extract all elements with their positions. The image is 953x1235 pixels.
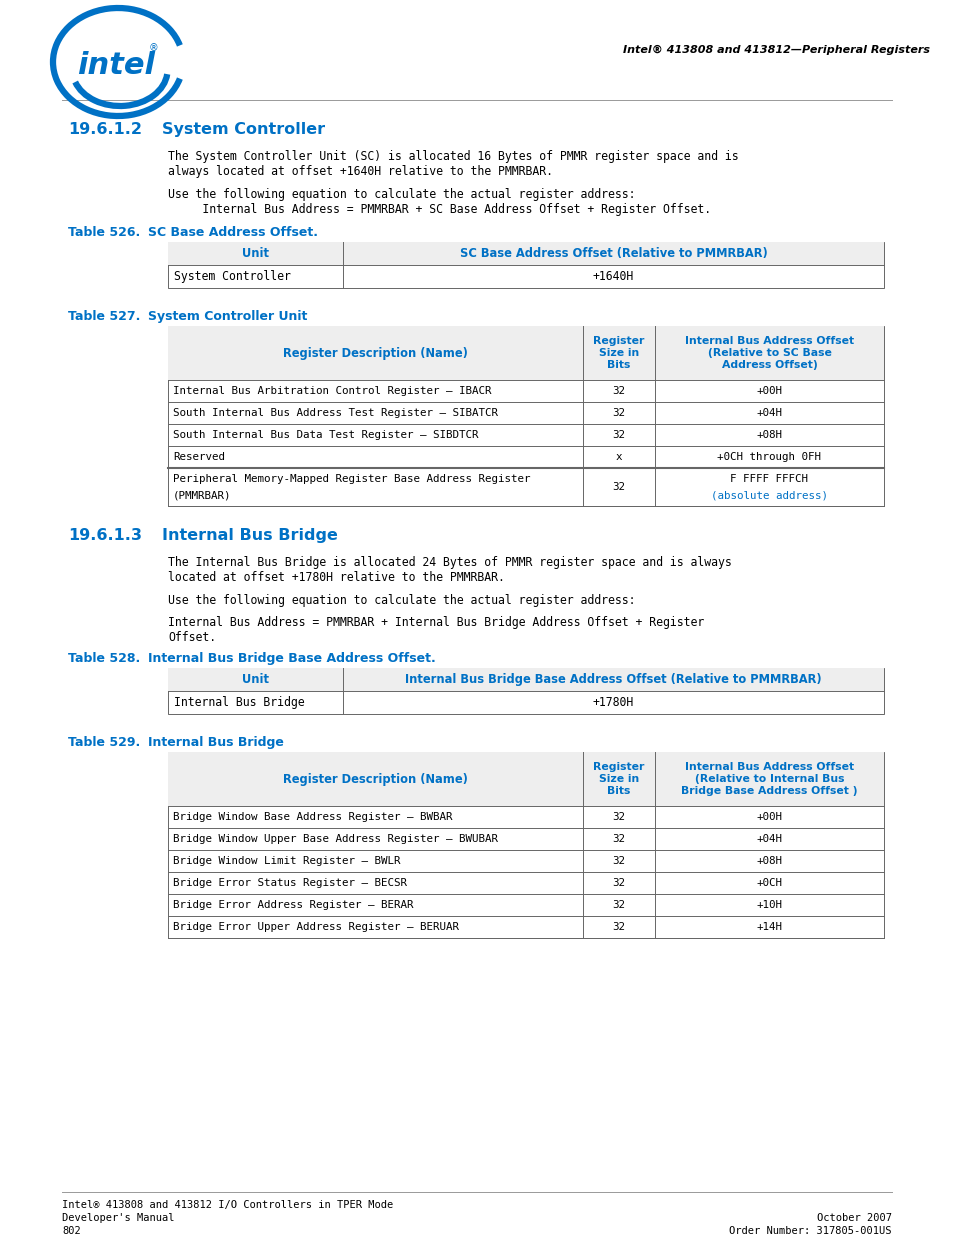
Bar	[168, 242, 883, 266]
Text: Use the following equation to calculate the actual register address:: Use the following equation to calculate …	[168, 594, 635, 606]
Text: Internal Bus Bridge: Internal Bus Bridge	[162, 529, 337, 543]
Text: Internal Bus Bridge: Internal Bus Bridge	[148, 736, 284, 748]
Text: +0CH: +0CH	[756, 878, 781, 888]
Text: +04H: +04H	[756, 834, 781, 844]
Text: The Internal Bus Bridge is allocated 24 Bytes of PMMR register space and is alwa: The Internal Bus Bridge is allocated 24 …	[168, 556, 731, 569]
Text: +10H: +10H	[756, 900, 781, 910]
Text: Intel® 413808 and 413812 I/O Controllers in TPER Mode: Intel® 413808 and 413812 I/O Controllers…	[62, 1200, 393, 1210]
Text: +1640H: +1640H	[592, 270, 634, 283]
Text: ®: ®	[149, 43, 159, 53]
Text: always located at offset +1640H relative to the PMMRBAR.: always located at offset +1640H relative…	[168, 165, 553, 178]
Text: Order Number: 317805-001US: Order Number: 317805-001US	[729, 1226, 891, 1235]
Text: Internal Bus Bridge: Internal Bus Bridge	[173, 697, 304, 709]
Text: Table 527.: Table 527.	[68, 310, 140, 324]
Text: 32: 32	[612, 811, 625, 823]
Text: 32: 32	[612, 834, 625, 844]
Text: F FFFF FFFCH: F FFFF FFFCH	[730, 474, 807, 484]
Text: Offset.: Offset.	[168, 631, 216, 643]
Text: +00H: +00H	[756, 811, 781, 823]
Text: Table 526.: Table 526.	[68, 226, 140, 240]
Text: intel: intel	[77, 51, 154, 79]
Text: 32: 32	[612, 482, 625, 492]
Text: +0CH through 0FH: +0CH through 0FH	[717, 452, 821, 462]
Text: Internal Bus Address = PMMRBAR + Internal Bus Bridge Address Offset + Register: Internal Bus Address = PMMRBAR + Interna…	[168, 616, 703, 629]
Text: 802: 802	[62, 1226, 81, 1235]
Text: Table 529.: Table 529.	[68, 736, 140, 748]
Text: System Controller: System Controller	[162, 122, 325, 137]
Bar	[168, 326, 883, 506]
Text: +08H: +08H	[756, 856, 781, 866]
Text: 19.6.1.3: 19.6.1.3	[68, 529, 142, 543]
Text: South Internal Bus Address Test Register — SIBATCR: South Internal Bus Address Test Register…	[172, 408, 497, 417]
Text: Bridge Error Upper Address Register — BERUAR: Bridge Error Upper Address Register — BE…	[172, 923, 458, 932]
Text: Bridge Window Base Address Register — BWBAR: Bridge Window Base Address Register — BW…	[172, 811, 452, 823]
Text: 19.6.1.2: 19.6.1.2	[68, 122, 142, 137]
Text: SC Base Address Offset (Relative to PMMRBAR): SC Base Address Offset (Relative to PMMR…	[459, 247, 766, 261]
Text: Intel® 413808 and 413812—Peripheral Registers: Intel® 413808 and 413812—Peripheral Regi…	[622, 44, 929, 56]
Text: x: x	[615, 452, 621, 462]
Text: Register
Size in
Bits: Register Size in Bits	[593, 336, 644, 370]
Text: Register Description (Name): Register Description (Name)	[283, 773, 468, 785]
Text: Internal Bus Bridge Base Address Offset (Relative to PMMRBAR): Internal Bus Bridge Base Address Offset …	[405, 673, 821, 685]
Text: System Controller: System Controller	[173, 270, 291, 283]
Bar	[168, 752, 883, 939]
Text: Unit: Unit	[242, 673, 269, 685]
Text: 32: 32	[612, 856, 625, 866]
Text: 32: 32	[612, 878, 625, 888]
Text: Reserved: Reserved	[172, 452, 225, 462]
Text: October 2007: October 2007	[816, 1213, 891, 1223]
Bar	[168, 242, 883, 288]
Bar	[168, 752, 883, 806]
Text: +00H: +00H	[756, 387, 781, 396]
Text: 32: 32	[612, 430, 625, 440]
Text: Unit: Unit	[242, 247, 269, 261]
Text: Internal Bus Address Offset
(Relative to SC Base
Address Offset): Internal Bus Address Offset (Relative to…	[684, 336, 853, 370]
Text: Internal Bus Bridge Base Address Offset.: Internal Bus Bridge Base Address Offset.	[148, 652, 436, 664]
Text: Register
Size in
Bits: Register Size in Bits	[593, 762, 644, 797]
Text: +14H: +14H	[756, 923, 781, 932]
Text: Bridge Error Address Register — BERAR: Bridge Error Address Register — BERAR	[172, 900, 413, 910]
Text: Table 528.: Table 528.	[68, 652, 140, 664]
Text: (PMMRBAR): (PMMRBAR)	[172, 490, 232, 500]
Text: Register Description (Name): Register Description (Name)	[283, 347, 468, 359]
Text: located at offset +1780H relative to the PMMRBAR.: located at offset +1780H relative to the…	[168, 571, 504, 584]
Bar	[168, 668, 883, 714]
Text: 32: 32	[612, 408, 625, 417]
Text: 32: 32	[612, 387, 625, 396]
Text: Bridge Window Limit Register — BWLR: Bridge Window Limit Register — BWLR	[172, 856, 400, 866]
Bar	[168, 668, 883, 692]
Text: System Controller Unit: System Controller Unit	[148, 310, 307, 324]
Text: South Internal Bus Data Test Register — SIBDTCR: South Internal Bus Data Test Register — …	[172, 430, 478, 440]
Text: SC Base Address Offset.: SC Base Address Offset.	[148, 226, 317, 240]
Text: +08H: +08H	[756, 430, 781, 440]
Text: Use the following equation to calculate the actual register address:: Use the following equation to calculate …	[168, 188, 635, 201]
Text: Bridge Window Upper Base Address Register — BWUBAR: Bridge Window Upper Base Address Registe…	[172, 834, 497, 844]
Text: Internal Bus Arbitration Control Register — IBACR: Internal Bus Arbitration Control Registe…	[172, 387, 491, 396]
Text: Bridge Error Status Register — BECSR: Bridge Error Status Register — BECSR	[172, 878, 407, 888]
Text: 32: 32	[612, 900, 625, 910]
Text: (absolute address): (absolute address)	[710, 490, 827, 500]
Text: Developer's Manual: Developer's Manual	[62, 1213, 174, 1223]
Text: +1780H: +1780H	[592, 697, 634, 709]
Text: +04H: +04H	[756, 408, 781, 417]
Text: 32: 32	[612, 923, 625, 932]
Text: Internal Bus Address = PMMRBAR + SC Base Address Offset + Register Offset.: Internal Bus Address = PMMRBAR + SC Base…	[168, 203, 710, 216]
Text: Internal Bus Address Offset
(Relative to Internal Bus
Bridge Base Address Offset: Internal Bus Address Offset (Relative to…	[680, 762, 857, 797]
Text: Peripheral Memory-Mapped Register Base Address Register: Peripheral Memory-Mapped Register Base A…	[172, 474, 530, 484]
Bar	[168, 326, 883, 380]
Text: The System Controller Unit (SC) is allocated 16 Bytes of PMMR register space and: The System Controller Unit (SC) is alloc…	[168, 149, 738, 163]
